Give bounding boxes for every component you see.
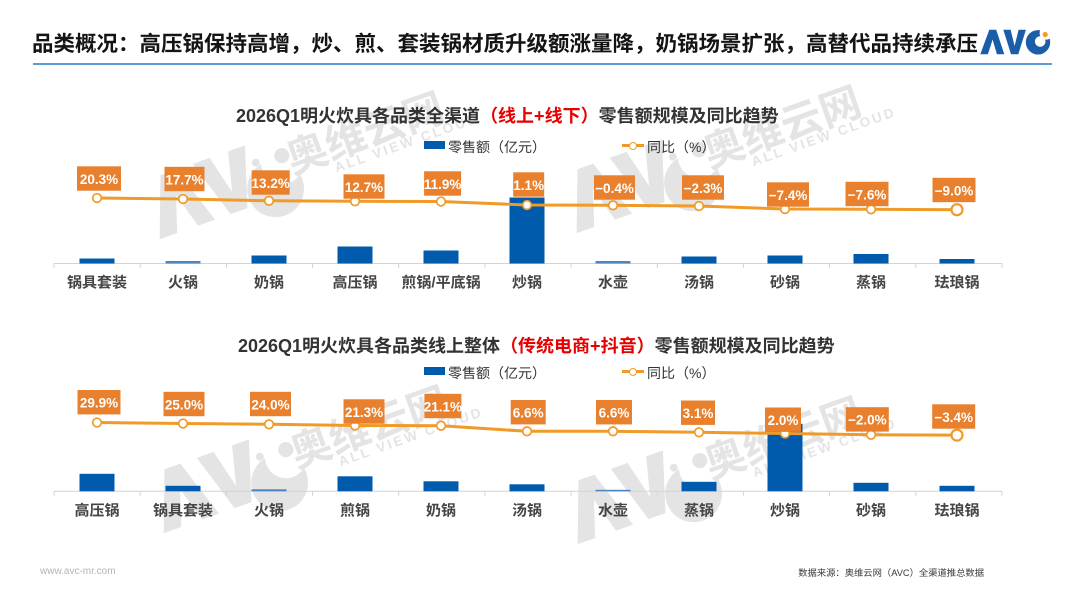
svg-text:25.0%: 25.0%	[165, 397, 203, 412]
svg-text:−0.4%: −0.4%	[595, 181, 634, 196]
svg-text:珐琅锅: 珐琅锅	[934, 502, 979, 519]
svg-text:砂锅: 砂锅	[856, 502, 886, 519]
svg-text:高压锅: 高压锅	[332, 275, 377, 292]
svg-text:6.6%: 6.6%	[599, 406, 630, 421]
svg-text:奶锅: 奶锅	[426, 502, 456, 519]
svg-text:21.3%: 21.3%	[345, 405, 383, 420]
svg-text:蒸锅: 蒸锅	[684, 502, 714, 519]
svg-text:蒸锅: 蒸锅	[856, 275, 886, 292]
svg-text:−7.6%: −7.6%	[848, 187, 887, 202]
svg-text:−9.0%: −9.0%	[935, 183, 974, 198]
svg-text:12.7%: 12.7%	[345, 180, 383, 195]
svg-text:3.1%: 3.1%	[683, 406, 714, 421]
svg-text:13.2%: 13.2%	[252, 176, 290, 191]
svg-text:−2.0%: −2.0%	[848, 413, 887, 428]
svg-text:炒锅: 炒锅	[770, 502, 800, 519]
svg-text:24.0%: 24.0%	[251, 397, 289, 412]
svg-text:奶锅: 奶锅	[254, 275, 284, 292]
svg-text:高压锅: 高压锅	[74, 502, 119, 519]
svg-text:1.1%: 1.1%	[513, 178, 544, 193]
svg-text:29.9%: 29.9%	[80, 396, 118, 411]
svg-text:锅具套装: 锅具套装	[67, 275, 127, 292]
svg-text:水壶: 水壶	[598, 275, 628, 292]
svg-text:−7.4%: −7.4%	[769, 188, 808, 203]
svg-text:炒锅: 炒锅	[512, 275, 542, 292]
svg-text:水壶: 水壶	[598, 502, 628, 519]
svg-text:−3.4%: −3.4%	[934, 410, 973, 425]
svg-text:煎锅: 煎锅	[340, 502, 370, 519]
svg-text:汤锅: 汤锅	[684, 275, 714, 292]
svg-text:汤锅: 汤锅	[512, 502, 542, 519]
svg-text:20.3%: 20.3%	[80, 172, 118, 187]
svg-text:17.7%: 17.7%	[165, 172, 203, 187]
svg-text:锅具套装: 锅具套装	[153, 502, 213, 519]
svg-text:21.1%: 21.1%	[424, 399, 462, 414]
svg-text:煎锅/平底锅: 煎锅/平底锅	[401, 275, 480, 292]
svg-text:6.6%: 6.6%	[513, 406, 544, 421]
svg-text:2.0%: 2.0%	[768, 413, 799, 428]
svg-text:砂锅: 砂锅	[770, 275, 800, 292]
svg-text:火锅: 火锅	[254, 502, 284, 519]
svg-text:火锅: 火锅	[168, 275, 198, 292]
svg-text:珐琅锅: 珐琅锅	[934, 275, 979, 292]
svg-text:11.9%: 11.9%	[424, 177, 462, 192]
svg-text:−2.3%: −2.3%	[684, 181, 723, 196]
